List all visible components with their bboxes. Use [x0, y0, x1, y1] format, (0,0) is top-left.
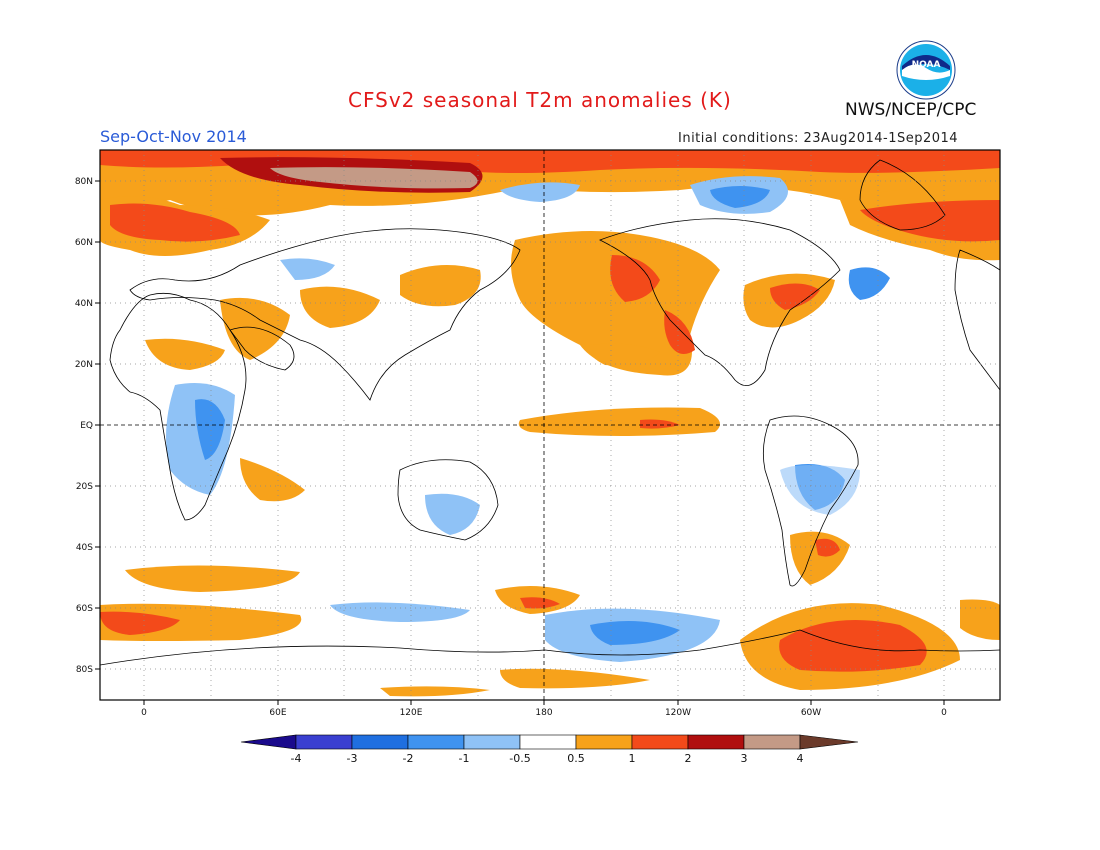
colorbar-label: 0.5 [567, 752, 585, 765]
coastlines [100, 159, 1000, 666]
colorbar-label: -3 [347, 752, 358, 765]
lat-label-20s: 20S [76, 482, 93, 492]
colorbar-over-arrow [799, 734, 859, 750]
reference-lines [100, 150, 1000, 700]
colorbar-label: -4 [291, 752, 302, 765]
colorbar-under-arrow [240, 734, 297, 750]
initial-conditions-label: Initial conditions: 23Aug2014-1Sep2014 [678, 131, 959, 146]
colorbar-label: 3 [741, 752, 748, 765]
colorbar-label: -0.5 [509, 752, 530, 765]
lat-label-40n: 40N [75, 299, 93, 309]
logo-text: NOAA [912, 60, 941, 70]
colorbar-swatch [687, 734, 745, 750]
colorbar-swatch [743, 734, 801, 750]
lat-label-40s: 40S [76, 543, 93, 553]
colorbar-swatch [463, 734, 521, 750]
colorbar-swatch [519, 734, 577, 750]
colorbar-swatch [575, 734, 633, 750]
lat-label-80n: 80N [75, 177, 93, 187]
lat-label-60s: 60S [76, 604, 93, 614]
colorbar-label: 4 [797, 752, 804, 765]
colorbar: -4 -3 -2 -1 -0.5 0.5 1 2 3 4 [240, 734, 859, 765]
lat-label-60n: 60N [75, 238, 93, 248]
colorbar-swatch [631, 734, 689, 750]
latitude-labels: 80N 60N 40N 20N EQ 20S 40S 60S 80S [75, 177, 100, 675]
noaa-logo-icon: NOAA [896, 40, 956, 100]
colorbar-swatch [351, 734, 409, 750]
lat-label-eq: EQ [80, 421, 93, 431]
lon-label-120w: 120W [665, 708, 691, 718]
lat-label-20n: 20N [75, 360, 93, 370]
colorbar-label: 2 [685, 752, 692, 765]
lon-label-60w: 60W [801, 708, 821, 718]
map-title: CFSv2 seasonal T2m anomalies (K) [348, 88, 732, 112]
colorbar-label: -2 [403, 752, 414, 765]
colorbar-label: 1 [629, 752, 636, 765]
lon-label-120e: 120E [400, 708, 423, 718]
lon-label-180: 180 [535, 708, 552, 718]
agency-label: NWS/NCEP/CPC [845, 100, 977, 120]
lat-label-80s: 80S [76, 665, 93, 675]
lon-label-0-west: 0 [141, 708, 147, 718]
lon-label-0-east: 0 [941, 708, 947, 718]
lon-label-60e: 60E [269, 708, 286, 718]
season-label: Sep-Oct-Nov 2014 [100, 127, 247, 146]
colorbar-swatch [295, 734, 353, 750]
longitude-labels: 0 60E 120E 180 120W 60W 0 [141, 700, 947, 718]
colorbar-swatch [407, 734, 465, 750]
colorbar-label: -1 [459, 752, 470, 765]
